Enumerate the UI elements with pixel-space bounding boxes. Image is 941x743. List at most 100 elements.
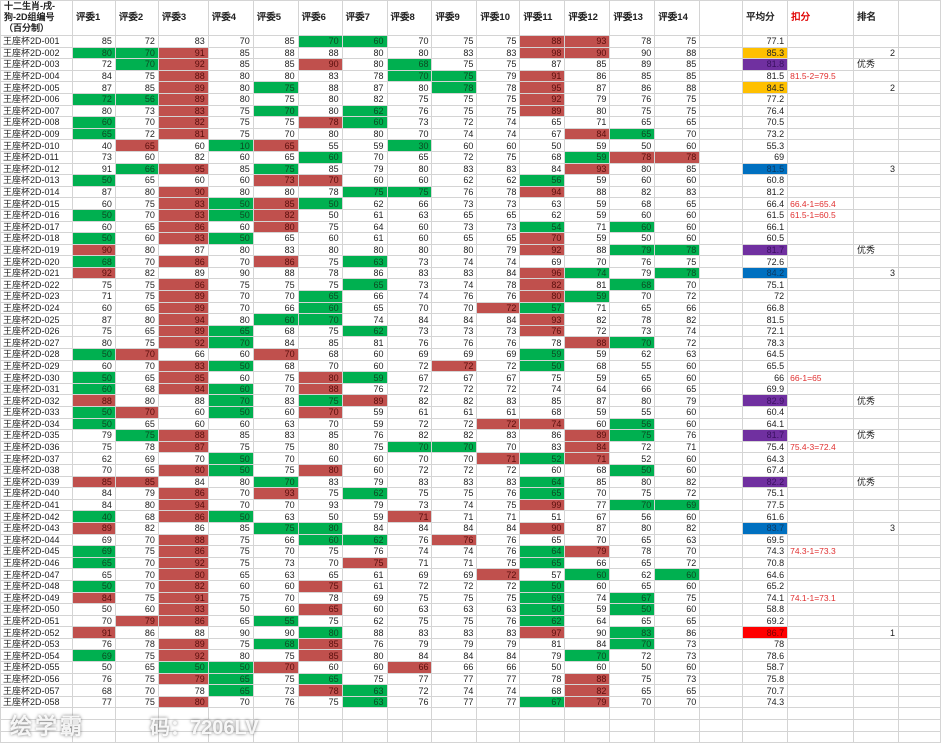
score-cell[interactable]: 61 (476, 406, 521, 419)
score-cell[interactable]: 72 (476, 579, 521, 593)
score-cell[interactable]: 70 (386, 35, 433, 48)
score-cell[interactable]: 52 (609, 452, 656, 465)
score-cell[interactable]: 83 (157, 603, 209, 616)
score-cell[interactable]: 83 (157, 359, 209, 373)
average-cell[interactable]: 78.3 (742, 336, 789, 350)
deduct-cell[interactable] (787, 475, 855, 489)
blank-cell[interactable] (699, 46, 744, 60)
empty-cell[interactable] (787, 730, 855, 743)
score-cell[interactable]: 81 (341, 336, 388, 350)
average-cell[interactable]: 69.5 (742, 533, 789, 547)
deduct-cell[interactable]: 81.5-2=79.5 (787, 69, 855, 83)
score-cell[interactable]: 50 (519, 661, 566, 674)
score-cell[interactable]: 50 (207, 603, 254, 616)
score-cell[interactable]: 80 (207, 475, 254, 489)
score-cell[interactable]: 68 (252, 359, 299, 373)
score-cell[interactable]: 50 (207, 208, 254, 222)
score-cell[interactable]: 73 (476, 220, 521, 234)
score-cell[interactable]: 72 (386, 382, 433, 396)
deduct-cell[interactable] (787, 220, 855, 234)
score-cell[interactable]: 78 (297, 116, 343, 129)
blank-cell[interactable] (699, 475, 744, 489)
blank-cell[interactable] (897, 487, 941, 500)
score-cell[interactable]: 70 (114, 568, 159, 581)
score-cell[interactable]: 68 (252, 324, 299, 338)
score-cell[interactable]: 85 (207, 162, 254, 176)
deduct-cell[interactable] (787, 127, 855, 141)
score-cell[interactable]: 73 (386, 278, 433, 292)
average-cell[interactable]: 72.1 (742, 324, 789, 338)
deduct-cell[interactable] (787, 104, 855, 118)
score-cell[interactable]: 60 (71, 301, 116, 315)
score-cell[interactable]: 85 (519, 394, 566, 407)
blank-cell[interactable] (699, 162, 744, 176)
score-cell[interactable]: 84 (386, 313, 433, 326)
blank-cell[interactable] (897, 371, 941, 384)
score-cell[interactable]: 77 (386, 672, 433, 686)
score-cell[interactable]: 72 (609, 440, 656, 454)
score-cell[interactable]: 59 (564, 348, 611, 361)
rank-cell[interactable] (853, 313, 899, 326)
score-cell[interactable]: 78 (297, 684, 343, 697)
blank-cell[interactable] (699, 521, 744, 535)
score-cell[interactable]: 60 (564, 661, 611, 674)
blank-cell[interactable] (897, 324, 941, 338)
score-cell[interactable]: 60 (207, 371, 254, 384)
score-cell[interactable]: 72 (476, 382, 521, 396)
deduct-cell[interactable] (787, 579, 855, 593)
score-cell[interactable]: 60 (341, 116, 388, 129)
score-cell[interactable]: 50 (71, 232, 116, 245)
score-cell[interactable]: 75 (114, 591, 159, 605)
score-cell[interactable]: 74 (431, 684, 478, 697)
rank-cell[interactable]: 3 (853, 162, 899, 176)
score-cell[interactable]: 84 (564, 127, 611, 141)
score-cell[interactable]: 55 (609, 406, 656, 419)
empty-cell[interactable] (114, 730, 159, 743)
score-cell[interactable]: 75 (431, 104, 478, 118)
score-cell[interactable]: 80 (609, 162, 656, 176)
deduct-cell[interactable] (787, 521, 855, 535)
score-cell[interactable]: 69 (431, 348, 478, 361)
score-cell[interactable]: 61 (386, 406, 433, 419)
score-cell[interactable]: 91 (71, 626, 116, 639)
score-cell[interactable]: 79 (476, 243, 521, 257)
score-cell[interactable]: 56 (609, 417, 656, 431)
empty-cell[interactable] (297, 707, 343, 721)
score-cell[interactable]: 60 (654, 568, 701, 581)
rank-cell[interactable]: 3 (853, 266, 899, 280)
score-cell[interactable]: 60 (207, 150, 254, 164)
score-cell[interactable]: 75 (431, 614, 478, 628)
score-cell[interactable]: 55 (297, 139, 343, 152)
score-cell[interactable]: 74 (654, 324, 701, 338)
rank-cell[interactable] (853, 359, 899, 373)
score-cell[interactable]: 51 (519, 510, 566, 523)
average-cell[interactable]: 58.8 (742, 603, 789, 616)
header-judge-10[interactable]: 评委10 (476, 0, 521, 36)
deduct-cell[interactable] (787, 672, 855, 686)
score-cell[interactable]: 80 (297, 626, 343, 639)
score-cell[interactable]: 70 (252, 591, 299, 605)
blank-cell[interactable] (699, 394, 744, 407)
score-cell[interactable]: 87 (564, 81, 611, 94)
score-cell[interactable]: 65 (654, 116, 701, 129)
score-cell[interactable]: 72 (114, 35, 159, 48)
score-cell[interactable]: 60 (207, 348, 254, 361)
deduct-cell[interactable] (787, 661, 855, 674)
score-cell[interactable]: 68 (252, 637, 299, 651)
score-cell[interactable]: 82 (564, 313, 611, 326)
score-cell[interactable]: 64 (519, 475, 566, 489)
score-cell[interactable]: 60 (207, 174, 254, 187)
empty-cell[interactable] (699, 730, 744, 743)
score-cell[interactable]: 65 (114, 463, 159, 477)
average-cell[interactable]: 77.5 (742, 498, 789, 512)
score-cell[interactable]: 70 (114, 348, 159, 361)
rank-cell[interactable] (853, 69, 899, 83)
blank-cell[interactable] (897, 174, 941, 187)
score-cell[interactable]: 65 (252, 150, 299, 164)
score-cell[interactable]: 65 (114, 139, 159, 152)
score-cell[interactable]: 60 (252, 579, 299, 593)
score-cell[interactable]: 92 (157, 58, 209, 71)
empty-cell[interactable] (386, 707, 433, 721)
deduct-cell[interactable] (787, 174, 855, 187)
score-cell[interactable]: 75 (252, 371, 299, 384)
